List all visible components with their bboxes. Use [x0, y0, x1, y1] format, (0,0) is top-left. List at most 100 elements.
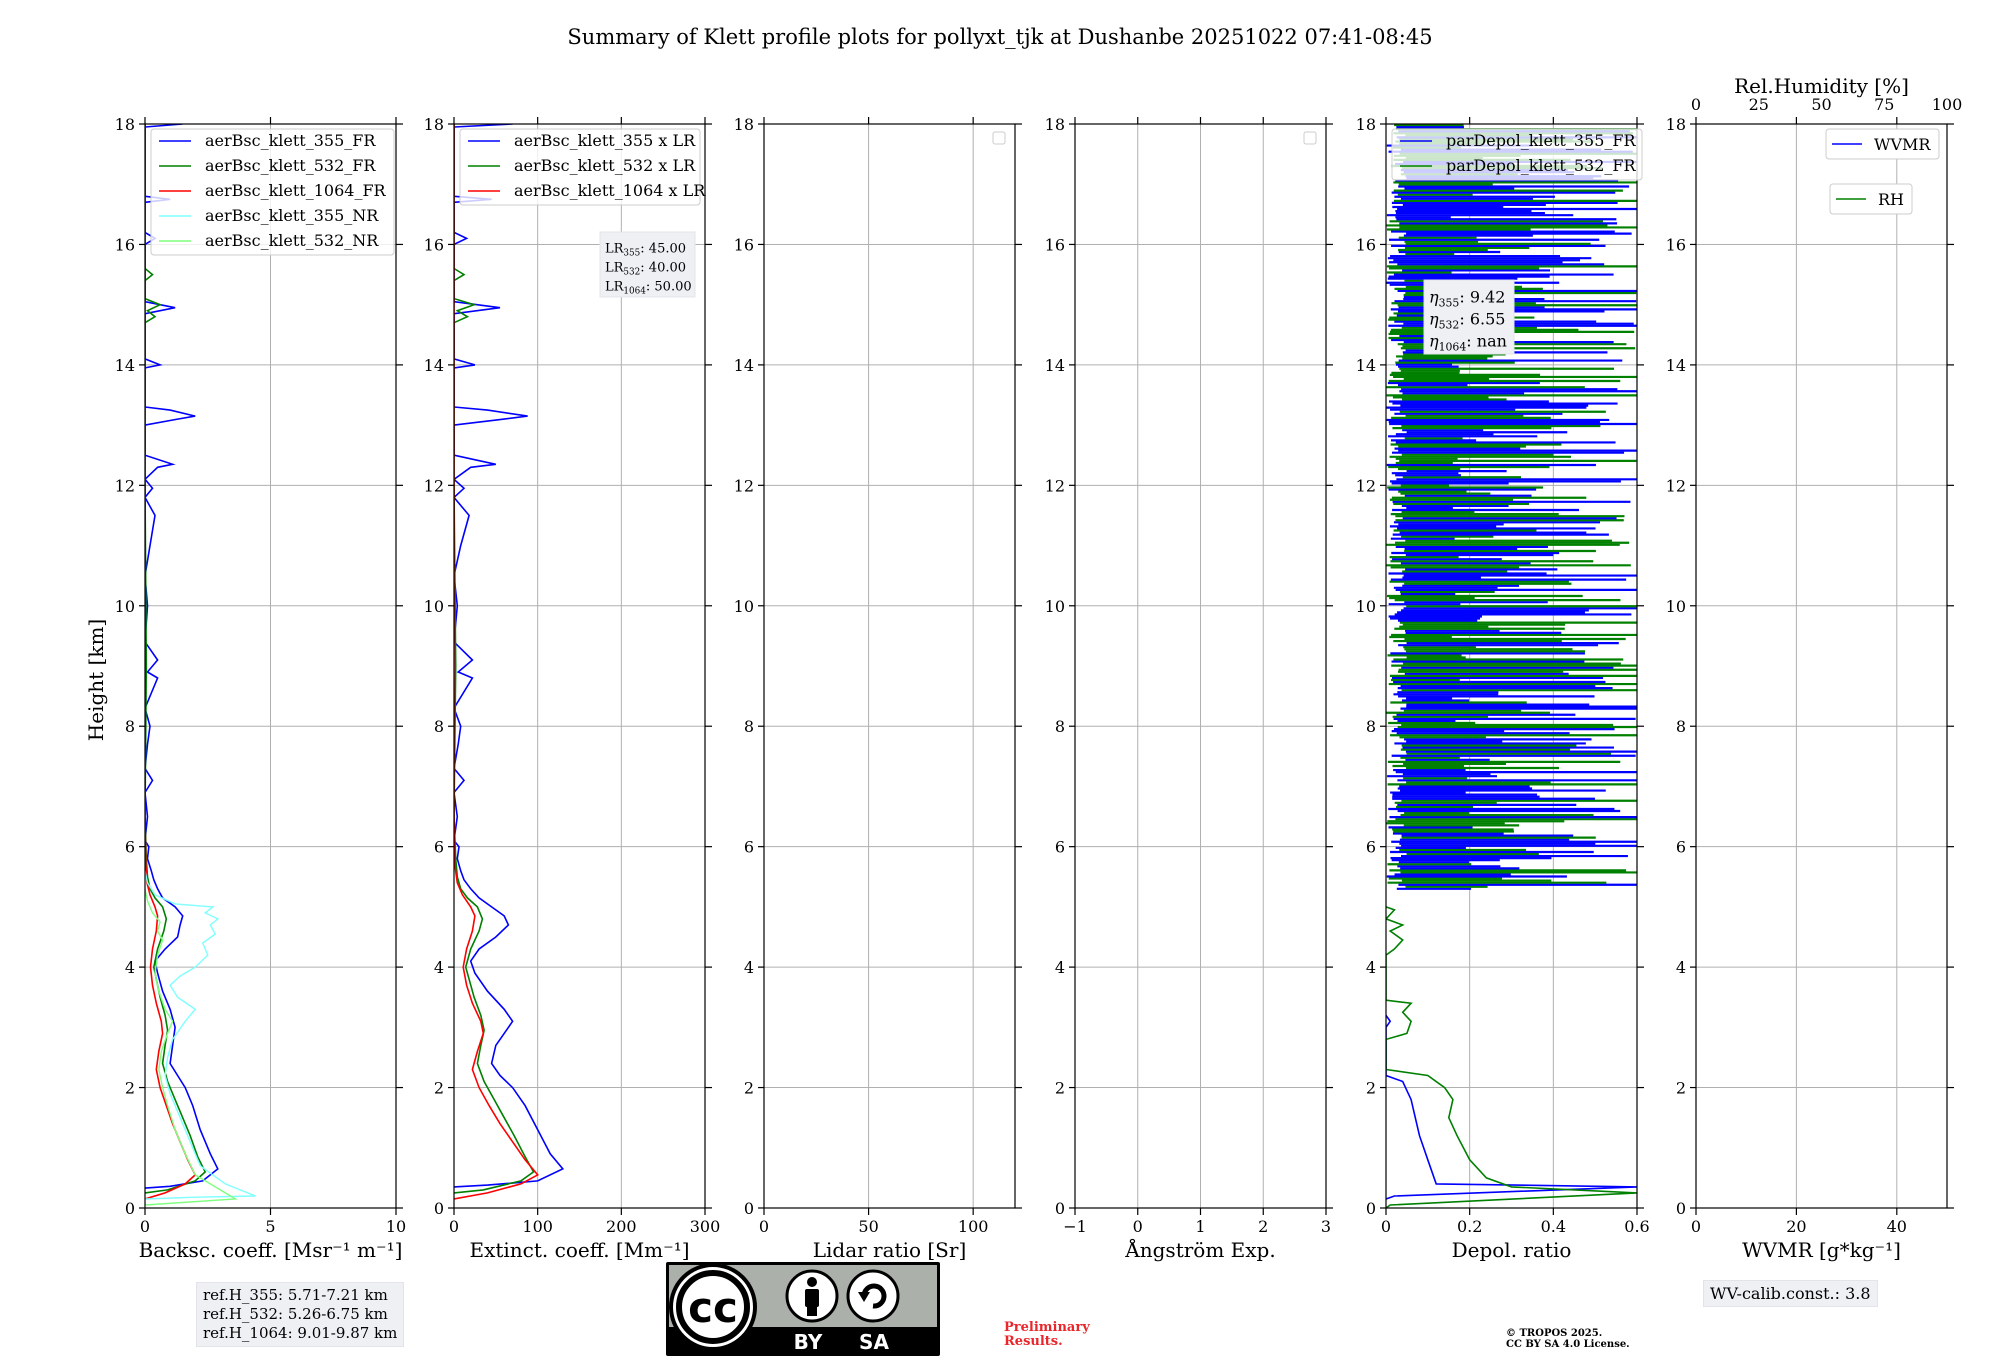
share-alike-icon — [846, 1269, 900, 1323]
sa-label: SA — [859, 1330, 889, 1354]
top-x-tick-label: 25 — [1749, 95, 1769, 114]
y-tick-label: 18 — [1356, 115, 1376, 134]
empty-legend-box — [992, 131, 1006, 145]
y-tick-label: 2 — [1055, 1079, 1065, 1098]
y-tick-label: 2 — [1366, 1079, 1376, 1098]
eta-box-line: η355: 9.42 — [1429, 288, 1505, 310]
y-tick-label: 8 — [125, 717, 135, 736]
y-tick-label: 14 — [1356, 356, 1376, 375]
plot-frame — [1385, 123, 1638, 1209]
y-tick-label: 8 — [1366, 717, 1376, 736]
series-line-aerBsc_klett_355_NR — [145, 870, 256, 1200]
y-tick-label: 16 — [1045, 235, 1065, 254]
series-line-aerBsc_klett_532 x LR — [454, 124, 535, 1194]
x-axis-label: WVMR [g*kg⁻¹] — [1742, 1238, 1901, 1262]
x-tick-label: 2 — [1258, 1217, 1268, 1236]
x-tick-label: 100 — [958, 1217, 989, 1236]
panel-depol: 0 0.2 0.4 0.6 0 2 4 6 8 10 12 14 16 18 Depol. ratio par… — [1356, 115, 1650, 1262]
wv-calibration-box: WV-calib.const.: 3.8 — [1703, 1280, 1878, 1307]
y-tick-label: 6 — [434, 838, 444, 857]
legend-box-RH — [1829, 183, 1913, 215]
y-tick-label: 0 — [1366, 1199, 1376, 1218]
series-line-parDepol_klett_532_FR — [1386, 906, 1637, 1208]
series-group — [145, 124, 256, 1206]
y-tick-label: 18 — [734, 115, 754, 134]
y-tick-label: 12 — [115, 476, 135, 495]
legend-box — [459, 128, 701, 206]
copyright-line-1: © TROPOS 2025. — [1506, 1328, 1603, 1339]
y-tick-label: 10 — [424, 597, 444, 616]
y-tick-label: 2 — [125, 1079, 135, 1098]
legend: aerBsc_klett_355_FR aerBsc_klett_532_FRae… — [150, 128, 395, 256]
x-axis-label: Extinct. coeff. [Mm⁻¹] — [469, 1238, 689, 1262]
top-x-axis-label: Rel.Humidity [%] — [1734, 74, 1909, 98]
y-tick-label: 6 — [1055, 838, 1065, 857]
x-tick-label: 0.4 — [1541, 1217, 1566, 1236]
y-tick-label: 14 — [1045, 356, 1065, 375]
legend-label: aerBsc_klett_532_NR — [205, 231, 379, 250]
y-tick-label: 0 — [434, 1199, 444, 1218]
top-x-tick-label: 100 — [1932, 95, 1963, 114]
x-tick-label: 0 — [1381, 1217, 1391, 1236]
y-tick-label: 18 — [424, 115, 444, 134]
empty-legend-box — [1303, 131, 1317, 145]
reference-height-box: ref.H_355: 5.71-7.21 km ref.H_532: 5.26-… — [196, 1282, 405, 1347]
legend-label: aerBsc_klett_532_FR — [205, 156, 376, 175]
x-tick-label: 0 — [759, 1217, 769, 1236]
y-tick-label: 16 — [424, 235, 444, 254]
y-tick-label: 16 — [115, 235, 135, 254]
y-tick-label: 14 — [115, 356, 135, 375]
y-tick-label: 18 — [1666, 115, 1686, 134]
cc-letters: cc — [688, 1283, 738, 1332]
y-tick-label: 10 — [1666, 597, 1686, 616]
ref-height-532: ref.H_532: 5.26-6.75 km — [203, 1305, 388, 1323]
legend-label: parDepol_klett_355_FR — [1446, 131, 1637, 150]
series-group — [1386, 124, 1637, 1208]
y-tick-label: 14 — [424, 356, 444, 375]
y-tick-label: 4 — [1366, 958, 1376, 977]
legend-label: parDepol_klett_532_FR — [1446, 156, 1637, 175]
y-tick-label: 8 — [1055, 717, 1065, 736]
lidar-ratio-box-line: LR1064: 50.00 — [605, 279, 692, 296]
top-x-tick-label: 75 — [1874, 95, 1894, 114]
legend-label: aerBsc_klett_1064 x LR — [514, 181, 706, 200]
y-axis-label: Height [km] — [84, 619, 108, 741]
by-label: BY — [794, 1330, 823, 1354]
ref-height-355: ref.H_355: 5.71-7.21 km — [203, 1286, 388, 1304]
legend-label: aerBsc_klett_532 x LR — [514, 156, 696, 175]
y-tick-label: 16 — [1666, 235, 1686, 254]
figure-title: Summary of Klett profile plots for polly… — [567, 25, 1432, 49]
y-tick-label: 6 — [125, 838, 135, 857]
legend-label: WVMR — [1874, 135, 1931, 154]
x-tick-label: 300 — [690, 1217, 721, 1236]
eta-box-line: η1064: nan — [1429, 332, 1507, 354]
lidar-ratio-box-line: LR532: 40.00 — [605, 260, 686, 277]
y-tick-label: 10 — [734, 597, 754, 616]
x-axis-label: Ångström Exp. — [1124, 1237, 1275, 1262]
y-tick-label: 4 — [744, 958, 754, 977]
x-tick-label: 0 — [449, 1217, 459, 1236]
x-tick-label: 3 — [1321, 1217, 1331, 1236]
x-tick-label: 0.6 — [1624, 1217, 1649, 1236]
x-tick-label: 0 — [1133, 1217, 1143, 1236]
preliminary-note: Preliminary Results. — [1004, 1321, 1090, 1349]
y-tick-label: 12 — [424, 476, 444, 495]
panel-lidar-ratio: 0 50 100 0 2 4 6 8 10 12 14 16 18 Lidar ratio [Sr] — [734, 115, 1022, 1262]
y-tick-label: 10 — [115, 597, 135, 616]
y-tick-label: 8 — [744, 717, 754, 736]
x-tick-label: 200 — [606, 1217, 637, 1236]
eta-box-bg — [1423, 279, 1515, 355]
y-tick-label: 0 — [1676, 1199, 1686, 1218]
y-tick-label: 0 — [1055, 1199, 1065, 1218]
x-tick-label: 0 — [1691, 1217, 1701, 1236]
plot-frame — [453, 123, 706, 1209]
lidar-ratio-box: LR355: 45.00 LR532: 40.00 LR1064: 50.00 — [599, 231, 696, 298]
series-line-aerBsc_klett_532_FR — [145, 124, 207, 1194]
y-tick-label: 8 — [434, 717, 444, 736]
x-axis-label: Backsc. coeff. [Msr⁻¹ m⁻¹] — [139, 1238, 403, 1262]
legend-label: aerBsc_klett_355 x LR — [514, 131, 696, 150]
